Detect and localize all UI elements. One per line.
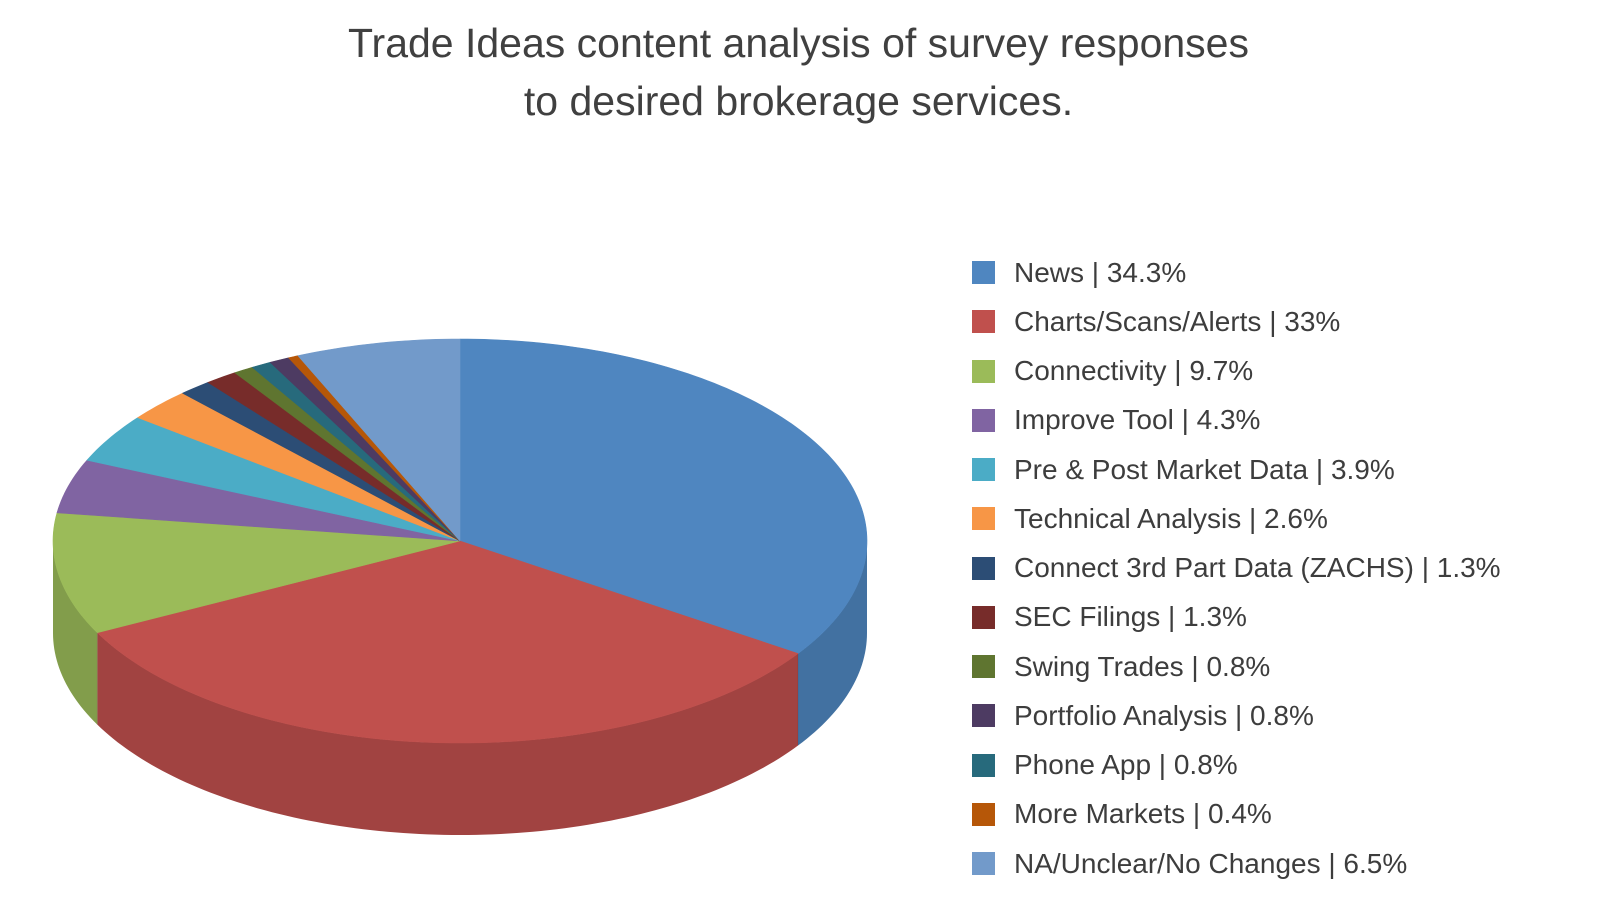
legend-item-news: News | 34.3%	[972, 248, 1582, 297]
pie-slice-na-unclear-no-changes	[297, 338, 461, 542]
pie-chart	[52, 338, 868, 835]
legend-swatch	[972, 359, 995, 383]
pie-side-charts-scans-alerts	[97, 632, 799, 835]
legend-label: Swing Trades | 0.8%	[1014, 650, 1271, 682]
legend-swatch	[972, 261, 995, 285]
legend-label: SEC Filings | 1.3%	[1014, 601, 1247, 633]
pie-slice-improve-tool	[56, 459, 461, 542]
legend-swatch	[972, 310, 995, 334]
legend-swatch	[972, 507, 995, 531]
legend-swatch	[972, 556, 995, 580]
legend-label: Charts/Scans/Alerts | 33%	[1014, 305, 1341, 337]
legend-label: NA/Unclear/No Changes | 6.5%	[1014, 847, 1408, 879]
chart-title: Trade Ideas content analysis of survey r…	[0, 14, 1597, 130]
legend-swatch	[972, 753, 995, 777]
legend-label: Pre & Post Market Data | 3.9%	[1014, 453, 1395, 485]
legend-swatch	[972, 458, 995, 482]
pie-slice-sec-filings	[207, 372, 461, 542]
chart-title-line-1: Trade Ideas content analysis of survey r…	[348, 20, 1249, 66]
legend-label: More Markets | 0.4%	[1014, 798, 1272, 830]
legend-swatch	[972, 704, 995, 728]
pie-sides	[53, 541, 867, 835]
legend-label: Phone App | 0.8%	[1014, 749, 1238, 781]
legend: News | 34.3% Charts/Scans/Alerts | 33% Con…	[972, 248, 1582, 888]
pie-top	[52, 338, 868, 744]
pie-side-connectivity	[53, 541, 98, 725]
legend-swatch	[972, 655, 995, 679]
legend-swatch	[972, 802, 995, 826]
legend-item-portfolio-analysis: Portfolio Analysis | 0.8%	[972, 691, 1582, 740]
legend-item-improve-tool: Improve Tool | 4.3%	[972, 396, 1582, 445]
legend-label: News | 34.3%	[1014, 256, 1187, 288]
pie-slice-pre-post-market-data	[86, 417, 461, 542]
pie-slice-charts-scans-alerts	[97, 540, 799, 744]
legend-item-technical-analysis: Technical Analysis | 2.6%	[972, 494, 1582, 543]
pie-slice-news	[459, 338, 868, 654]
chart-title-line-2: to desired brokerage services.	[523, 78, 1074, 124]
pie-side-news	[798, 541, 867, 746]
legend-label: Technical Analysis | 2.6%	[1014, 502, 1328, 534]
legend-item-more-markets: More Markets | 0.4%	[972, 790, 1582, 839]
legend-label: Portfolio Analysis | 0.8%	[1014, 699, 1314, 731]
legend-item-pre-post-market-data: Pre & Post Market Data | 3.9%	[972, 445, 1582, 494]
legend-label: Improve Tool | 4.3%	[1014, 404, 1261, 436]
legend-item-sec-filings: SEC Filings | 1.3%	[972, 593, 1582, 642]
legend-item-connectivity: Connectivity | 9.7%	[972, 347, 1582, 396]
legend-swatch	[972, 605, 995, 629]
legend-item-swing-trades: Swing Trades | 0.8%	[972, 642, 1582, 691]
legend-item-na-unclear-no-changes: NA/Unclear/No Changes | 6.5%	[972, 839, 1582, 888]
legend-swatch	[972, 852, 995, 876]
legend-label: Connect 3rd Part Data (ZACHS) | 1.3%	[1014, 552, 1501, 584]
pie-slice-connectivity	[52, 512, 461, 633]
legend-label: Connectivity | 9.7%	[1014, 355, 1254, 387]
legend-swatch	[972, 408, 995, 432]
legend-item-charts-scans-alerts: Charts/Scans/Alerts | 33%	[972, 297, 1582, 346]
pie-slice-technical-analysis	[137, 392, 461, 542]
pie-slice-connect-3rd-part-data-zachs	[182, 382, 461, 542]
legend-item-phone-app: Phone App | 0.8%	[972, 741, 1582, 790]
legend-item-connect-3rd-part-data-zachs: Connect 3rd Part Data (ZACHS) | 1.3%	[972, 544, 1582, 593]
